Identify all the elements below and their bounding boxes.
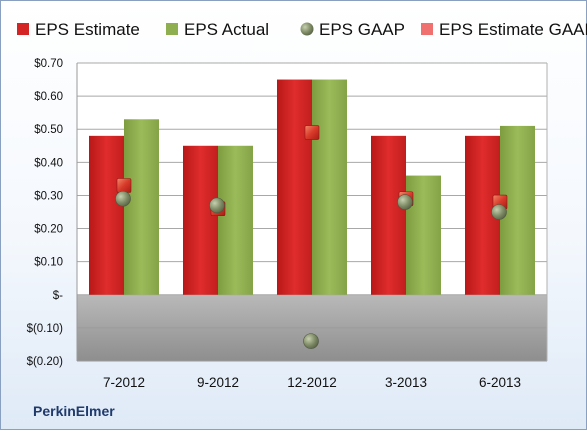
y-tick-label: $0.50 xyxy=(34,124,63,136)
y-tick-label: $0.20 xyxy=(34,224,63,236)
legend-label: EPS Estimate GAAP xyxy=(439,20,587,39)
x-category-label: 6-2013 xyxy=(479,375,521,390)
x-category-label: 9-2012 xyxy=(197,375,239,390)
x-category-label: 3-2013 xyxy=(385,375,427,390)
bar-eps-estimate xyxy=(183,145,218,295)
legend-swatch xyxy=(166,23,178,35)
x-category-label: 12-2012 xyxy=(287,375,337,390)
marker-eps-estimate-gaap xyxy=(116,178,132,193)
x-category-label: 7-2012 xyxy=(103,375,145,390)
y-tick-label: $0.10 xyxy=(34,257,63,269)
bar-eps-estimate xyxy=(371,135,406,295)
x-axis: 7-2012 9-2012 12-2012 3-2013 6-2013 xyxy=(103,375,521,390)
y-tick-label: $(0.20) xyxy=(27,356,64,368)
marker-eps-gaap xyxy=(397,194,413,210)
legend-swatch xyxy=(300,22,314,36)
y-tick-label: $0.40 xyxy=(34,157,63,169)
marker-eps-gaap xyxy=(491,204,507,220)
legend-label: EPS Actual xyxy=(184,20,269,39)
company-name: PerkinElmer xyxy=(33,403,115,419)
y-tick-label: $0.30 xyxy=(34,190,63,202)
y-tick-label: $(0.10) xyxy=(27,323,64,335)
marker-eps-estimate-gaap xyxy=(304,125,320,140)
y-tick-label: $0.70 xyxy=(34,58,63,70)
bar-eps-estimate xyxy=(89,135,124,295)
y-tick-label: $- xyxy=(53,290,63,302)
marker-eps-gaap xyxy=(303,333,319,349)
legend-swatch xyxy=(421,23,433,35)
legend: EPS Estimate EPS Actual EPS GAAP EPS Estima… xyxy=(17,20,587,39)
legend-label: EPS Estimate xyxy=(35,20,140,39)
bar-eps-actual xyxy=(124,119,159,295)
bars xyxy=(89,79,535,295)
bar-eps-estimate xyxy=(277,79,312,295)
marker-eps-gaap xyxy=(209,197,225,214)
legend-swatch xyxy=(17,23,29,35)
marker-eps-gaap xyxy=(115,190,131,207)
y-tick-label: $0.60 xyxy=(34,91,63,103)
markers xyxy=(115,125,508,349)
y-axis: $0.70 $0.60 $0.50 $0.40 $0.30 $0.20 $0.10 $- $(0… xyxy=(27,58,548,368)
bar-eps-actual xyxy=(312,79,347,295)
legend-label: EPS GAAP xyxy=(319,20,405,39)
bar-eps-actual xyxy=(218,145,253,295)
